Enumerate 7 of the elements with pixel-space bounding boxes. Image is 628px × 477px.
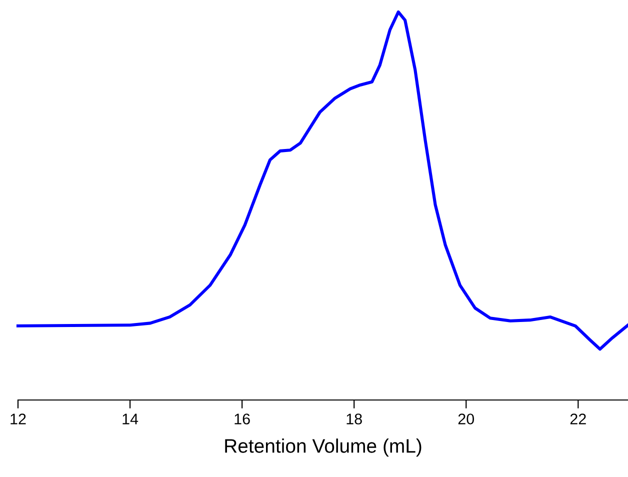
- x-tick-label: 22: [570, 414, 586, 424]
- x-axis-title: Retention Volume (mL): [225, 438, 422, 457]
- x-tick-label: 20: [458, 414, 474, 424]
- x-tick-label: 12: [10, 414, 26, 424]
- x-tick-label: 14: [122, 414, 138, 424]
- x-tick-label: 18: [346, 414, 362, 424]
- x-tick-label: 16: [234, 414, 250, 424]
